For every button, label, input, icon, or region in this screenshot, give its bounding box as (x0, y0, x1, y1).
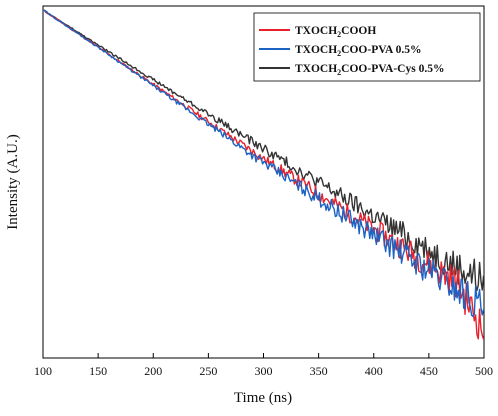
legend-label-2: TXOCH2COO-PVA-Cys 0.5% (295, 63, 444, 77)
legend-label-0: TXOCH2COOH (295, 25, 376, 39)
x-tick-label: 500 (475, 364, 493, 378)
legend-box (253, 12, 481, 82)
x-tick-label: 300 (255, 364, 273, 378)
x-axis-ticks: 100 150 200 250 300 350 400 450 500 (34, 353, 493, 378)
x-tick-label: 200 (144, 364, 162, 378)
legend: TXOCH2COOH TXOCH2COO-PVA 0.5% TXOCH2COO-PV… (253, 12, 481, 82)
series-line-1 (42, 9, 485, 318)
legend-label-1: TXOCH2COO-PVA 0.5% (295, 44, 421, 58)
x-axis-label: Time (ns) (234, 390, 292, 406)
x-tick-label: 100 (34, 364, 52, 378)
x-tick-label: 350 (310, 364, 328, 378)
x-tick-label: 400 (365, 364, 383, 378)
series-layer (42, 9, 485, 340)
x-tick-label: 450 (420, 364, 438, 378)
y-axis-label: Intensity (A.U.) (5, 134, 21, 229)
legend-entries: TXOCH2COOH TXOCH2COO-PVA 0.5% TXOCH2COO-PV… (259, 25, 444, 77)
x-tick-label: 150 (89, 364, 107, 378)
x-tick-label: 250 (199, 364, 217, 378)
